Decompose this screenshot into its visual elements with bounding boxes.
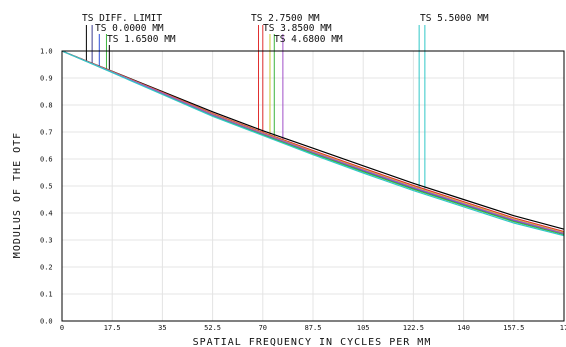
x-tick-label: 35 <box>158 324 166 332</box>
x-tick-label: 52.5 <box>204 324 221 332</box>
x-tick-label: 157.5 <box>503 324 524 332</box>
y-axis-label: MODULUS OF THE OTF <box>12 132 23 258</box>
label-connectors <box>85 25 426 193</box>
x-tick-label: 105 <box>357 324 370 332</box>
y-tick-label: 0.0 <box>40 318 53 326</box>
x-axis-label: SPATIAL FREQUENCY IN CYCLES PER MM <box>193 337 432 347</box>
chart-grid <box>61 50 565 322</box>
y-tick-labels: 0.0 0.1 0.2 0.3 0.4 0.5 0.6 0.7 0.8 0.9 1.0 <box>40 48 53 326</box>
series-line-7 <box>61 50 565 237</box>
y-tick-label: 0.6 <box>40 156 53 164</box>
y-tick-label: 0.5 <box>40 183 53 191</box>
plot-frame <box>61 50 565 322</box>
y-tick-label: 0.3 <box>40 237 53 245</box>
series-label: TS 0.0000 MM <box>95 23 164 34</box>
x-tick-label: 17.5 <box>104 324 121 332</box>
series-label: TS DIFF. LIMIT <box>82 13 162 24</box>
series-line-6 <box>61 50 565 235</box>
y-tick-label: 1.0 <box>40 48 53 56</box>
series-label: TS 2.7500 MM <box>251 13 320 24</box>
x-tick-label: 0 <box>60 324 64 332</box>
series-label: TS 3.8500 MM <box>263 23 332 34</box>
y-tick-label: 0.7 <box>40 129 53 137</box>
y-tick-label: 0.2 <box>40 264 53 272</box>
y-tick-label: 0.8 <box>40 102 53 110</box>
x-tick-labels: 0 17.5 35 52.5 70 87.5 105 122.5 140 157.5 17 <box>60 324 566 332</box>
y-tick-label: 0.9 <box>40 75 53 83</box>
y-tick-label: 0.1 <box>40 291 53 299</box>
chart-series <box>61 50 565 237</box>
x-tick-label: 87.5 <box>305 324 322 332</box>
series-label: TS 5.5000 MM <box>420 13 489 24</box>
series-label: TS 1.6500 MM <box>107 34 176 45</box>
x-tick-label: 122.5 <box>403 324 424 332</box>
x-tick-label: 17 <box>560 324 566 332</box>
x-tick-label: 70 <box>259 324 267 332</box>
y-tick-label: 0.4 <box>40 210 53 218</box>
series-label: TS 4.6800 MM <box>274 34 343 45</box>
x-tick-label: 140 <box>457 324 470 332</box>
